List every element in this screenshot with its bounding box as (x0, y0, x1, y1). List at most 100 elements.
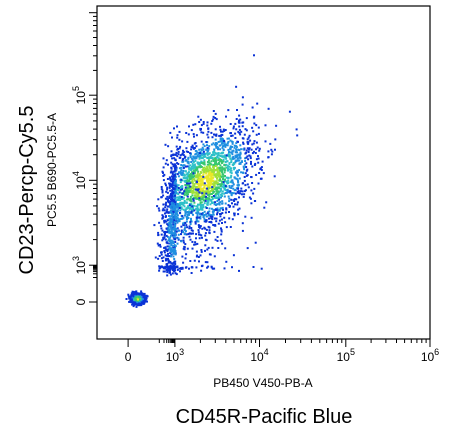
data-point (141, 294, 144, 297)
data-point (260, 177, 263, 180)
data-point (190, 129, 193, 132)
data-point (165, 159, 168, 162)
data-point (227, 195, 230, 198)
data-point (197, 195, 200, 198)
data-point (221, 202, 224, 205)
data-point (169, 217, 172, 220)
data-point (196, 212, 199, 215)
data-point (187, 162, 190, 165)
data-point (186, 160, 189, 163)
data-point (256, 102, 259, 105)
data-point (219, 239, 222, 242)
data-point (218, 144, 221, 147)
data-point (182, 170, 185, 173)
data-point (177, 189, 180, 192)
data-point (176, 217, 179, 220)
data-point (227, 169, 229, 172)
data-point (193, 179, 196, 182)
data-point (232, 183, 235, 186)
data-point (208, 191, 211, 194)
data-point (178, 207, 181, 209)
data-point (238, 131, 241, 134)
data-point (212, 191, 215, 194)
data-point (220, 228, 223, 231)
data-point (197, 193, 200, 196)
data-point (201, 198, 204, 201)
data-point (239, 157, 242, 160)
data-point (207, 181, 210, 184)
data-point (232, 187, 235, 190)
data-point (212, 179, 215, 182)
data-point (195, 237, 197, 240)
data-point (200, 175, 203, 178)
data-point (176, 136, 179, 139)
data-point (169, 273, 172, 276)
data-point (159, 265, 162, 268)
data-point (223, 164, 226, 167)
data-point (130, 301, 133, 304)
data-point (191, 194, 194, 197)
data-point (179, 211, 181, 214)
data-point (166, 188, 169, 191)
data-point (213, 188, 216, 190)
data-point (168, 176, 171, 179)
data-point (206, 163, 209, 166)
data-point (166, 274, 169, 277)
data-point (234, 189, 237, 191)
data-point (186, 182, 188, 185)
data-point (143, 302, 146, 305)
data-point (235, 148, 238, 151)
data-point (178, 156, 181, 159)
data-point (240, 187, 243, 190)
data-point (255, 148, 258, 151)
data-point (188, 199, 191, 202)
data-point (218, 208, 221, 211)
data-point (209, 203, 212, 206)
data-point (273, 175, 276, 178)
data-point (176, 214, 179, 217)
data-point (198, 208, 201, 211)
data-point (185, 224, 188, 227)
data-point (210, 199, 213, 201)
data-point (243, 193, 246, 196)
data-point (236, 174, 239, 177)
data-point (166, 269, 169, 272)
data-point (177, 150, 180, 153)
data-point (220, 212, 222, 215)
data-point (233, 198, 236, 201)
data-point (175, 230, 178, 233)
data-point (214, 182, 217, 185)
data-point (196, 213, 199, 216)
data-point (168, 242, 171, 245)
data-point (202, 122, 205, 125)
data-point (207, 197, 210, 200)
data-point (187, 183, 190, 186)
data-point (233, 144, 236, 147)
data-point (216, 173, 219, 176)
data-point (235, 128, 238, 131)
data-point (195, 167, 198, 170)
data-point (205, 238, 208, 241)
data-point (202, 203, 205, 206)
data-point (220, 230, 223, 233)
data-point (186, 165, 189, 168)
data-point (192, 133, 195, 136)
data-point (185, 132, 188, 134)
data-point (189, 195, 192, 198)
data-point (172, 204, 175, 207)
data-point (222, 160, 225, 163)
data-point (195, 174, 197, 177)
data-point (181, 215, 184, 218)
data-point (242, 195, 245, 198)
data-point (216, 200, 219, 202)
data-point (214, 112, 217, 115)
data-point (135, 305, 138, 308)
data-point (226, 144, 229, 147)
data-point (208, 163, 211, 166)
data-point (204, 244, 207, 247)
data-point (239, 152, 242, 155)
data-point (173, 199, 176, 202)
data-point (231, 150, 234, 153)
data-point (253, 140, 256, 143)
data-point (174, 153, 177, 156)
